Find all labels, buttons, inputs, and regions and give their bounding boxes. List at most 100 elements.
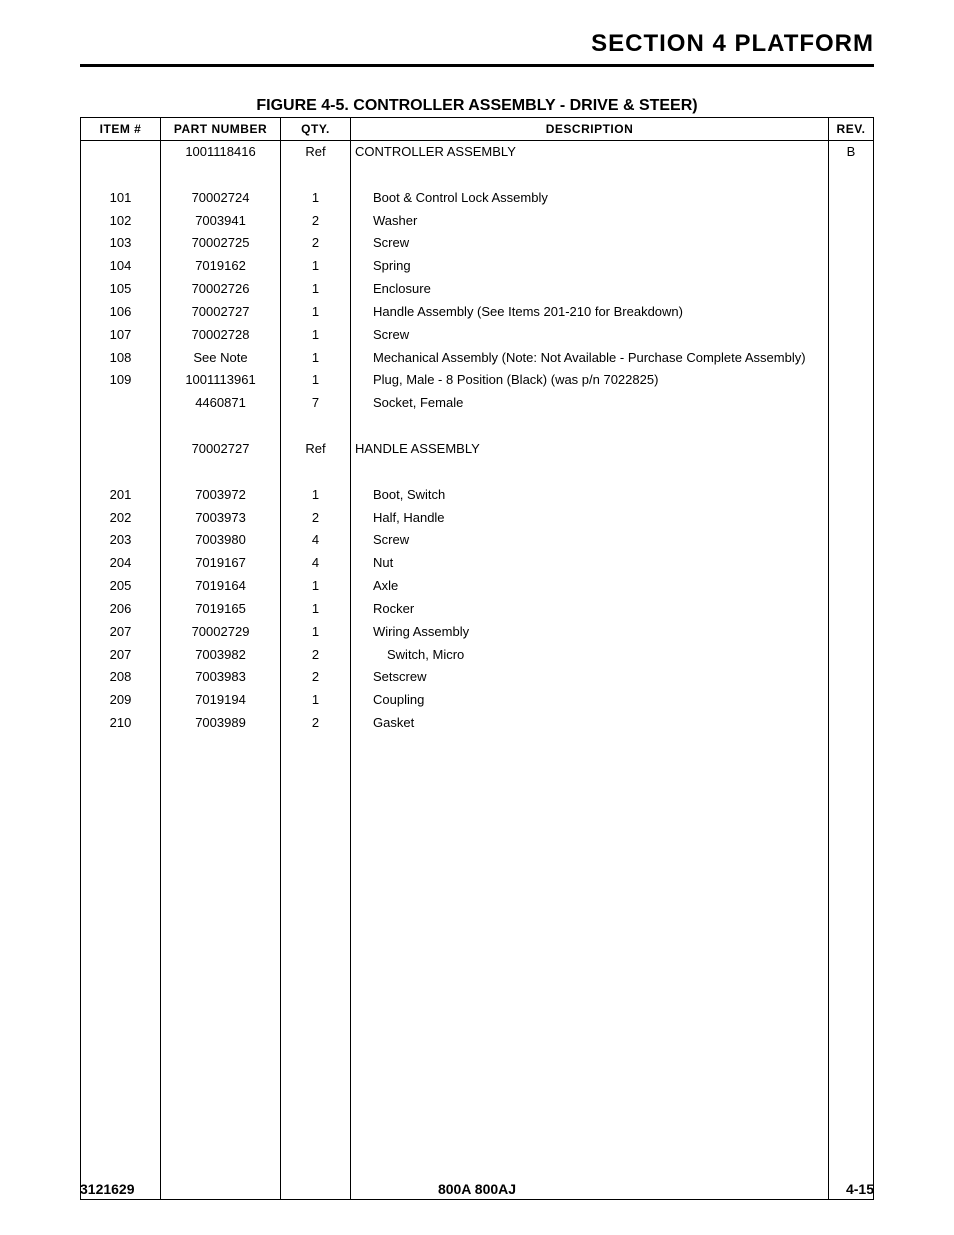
cell-item: 102 xyxy=(81,210,161,233)
cell-qty: 1 xyxy=(281,484,351,507)
cell-part: 7003972 xyxy=(161,484,281,507)
cell-item: 203 xyxy=(81,529,161,552)
table-row: 10270039412Washer xyxy=(81,210,874,233)
cell-desc: Plug, Male - 8 Position (Black) (was p/n… xyxy=(351,369,829,392)
cell-desc xyxy=(351,461,829,484)
cell-desc: Socket, Female xyxy=(351,392,829,415)
table-row: 1001118416RefCONTROLLER ASSEMBLYB xyxy=(81,141,874,164)
cell-rev xyxy=(829,392,874,415)
cell-qty xyxy=(281,735,351,1200)
cell-desc xyxy=(351,735,829,1200)
cell-qty: 1 xyxy=(281,621,351,644)
cell-desc: Handle Assembly (See Items 201-210 for B… xyxy=(351,301,829,324)
cell-desc: Boot & Control Lock Assembly xyxy=(351,187,829,210)
cell-part: 7003980 xyxy=(161,529,281,552)
cell-item: 105 xyxy=(81,278,161,301)
cell-item: 210 xyxy=(81,712,161,735)
cell-rev xyxy=(829,278,874,301)
table-row xyxy=(81,461,874,484)
cell-item: 109 xyxy=(81,369,161,392)
table-row: 10470191621Spring xyxy=(81,255,874,278)
cell-item: 108 xyxy=(81,347,161,370)
cell-qty: 2 xyxy=(281,666,351,689)
table-row: 20570191641Axle xyxy=(81,575,874,598)
table-row: 207700027291Wiring Assembly xyxy=(81,621,874,644)
cell-part: 7019165 xyxy=(161,598,281,621)
cell-desc: Switch, Micro xyxy=(351,644,829,667)
cell-rev xyxy=(829,232,874,255)
table-row: 20670191651Rocker xyxy=(81,598,874,621)
cell-desc: Rocker xyxy=(351,598,829,621)
cell-part xyxy=(161,461,281,484)
cell-desc: Axle xyxy=(351,575,829,598)
table-row: 70002727RefHANDLE ASSEMBLY xyxy=(81,438,874,461)
cell-qty: Ref xyxy=(281,438,351,461)
cell-item: 205 xyxy=(81,575,161,598)
cell-rev xyxy=(829,438,874,461)
cell-rev xyxy=(829,324,874,347)
table-row: 103700027252Screw xyxy=(81,232,874,255)
cell-part: See Note xyxy=(161,347,281,370)
cell-item: 107 xyxy=(81,324,161,347)
cell-qty: 2 xyxy=(281,644,351,667)
table-filler-row xyxy=(81,735,874,1200)
cell-part: 7003982 xyxy=(161,644,281,667)
table-header-row: ITEM # PART NUMBER QTY. DESCRIPTION REV. xyxy=(81,118,874,141)
cell-rev xyxy=(829,666,874,689)
cell-part: 4460871 xyxy=(161,392,281,415)
cell-rev xyxy=(829,301,874,324)
cell-item: 207 xyxy=(81,621,161,644)
cell-part: 7019167 xyxy=(161,552,281,575)
cell-desc: Gasket xyxy=(351,712,829,735)
cell-part: 7003973 xyxy=(161,507,281,530)
cell-desc: CONTROLLER ASSEMBLY xyxy=(351,141,829,164)
cell-qty: 1 xyxy=(281,689,351,712)
cell-desc: Nut xyxy=(351,552,829,575)
parts-table: ITEM # PART NUMBER QTY. DESCRIPTION REV.… xyxy=(80,117,874,1200)
table-row: 20770039822Switch, Micro xyxy=(81,644,874,667)
th-qty: QTY. xyxy=(281,118,351,141)
cell-part: 70002729 xyxy=(161,621,281,644)
cell-desc: Wiring Assembly xyxy=(351,621,829,644)
cell-rev: B xyxy=(829,141,874,164)
cell-part: 70002724 xyxy=(161,187,281,210)
cell-rev xyxy=(829,598,874,621)
cell-item xyxy=(81,415,161,438)
cell-desc: Mechanical Assembly (Note: Not Available… xyxy=(351,347,829,370)
cell-part: 70002727 xyxy=(161,301,281,324)
cell-qty xyxy=(281,415,351,438)
cell-qty: 1 xyxy=(281,347,351,370)
cell-item: 106 xyxy=(81,301,161,324)
cell-qty: 4 xyxy=(281,552,351,575)
table-row: 105700027261Enclosure xyxy=(81,278,874,301)
cell-qty: 1 xyxy=(281,278,351,301)
th-item: ITEM # xyxy=(81,118,161,141)
page-footer: 800A 800AJ 3121629 4-15 xyxy=(80,1181,874,1197)
cell-part xyxy=(161,735,281,1200)
cell-rev xyxy=(829,415,874,438)
cell-rev xyxy=(829,187,874,210)
cell-item: 206 xyxy=(81,598,161,621)
th-desc: DESCRIPTION xyxy=(351,118,829,141)
cell-item: 101 xyxy=(81,187,161,210)
cell-rev xyxy=(829,484,874,507)
cell-part: 7003983 xyxy=(161,666,281,689)
section-header: SECTION 4 PLATFORM xyxy=(80,30,874,67)
cell-part xyxy=(161,415,281,438)
cell-rev xyxy=(829,735,874,1200)
cell-item: 201 xyxy=(81,484,161,507)
table-row: 108See Note1Mechanical Assembly (Note: N… xyxy=(81,347,874,370)
table-row xyxy=(81,164,874,187)
figure-title: FIGURE 4-5. CONTROLLER ASSEMBLY - DRIVE … xyxy=(80,97,874,115)
cell-item: 103 xyxy=(81,232,161,255)
cell-rev xyxy=(829,575,874,598)
cell-qty: 1 xyxy=(281,255,351,278)
cell-item: 104 xyxy=(81,255,161,278)
cell-rev xyxy=(829,689,874,712)
table-row: 106700027271Handle Assembly (See Items 2… xyxy=(81,301,874,324)
table-row: 20170039721Boot, Switch xyxy=(81,484,874,507)
table-row: 20970191941Coupling xyxy=(81,689,874,712)
cell-qty: 7 xyxy=(281,392,351,415)
cell-qty: 2 xyxy=(281,507,351,530)
table-row: 21070039892Gasket xyxy=(81,712,874,735)
